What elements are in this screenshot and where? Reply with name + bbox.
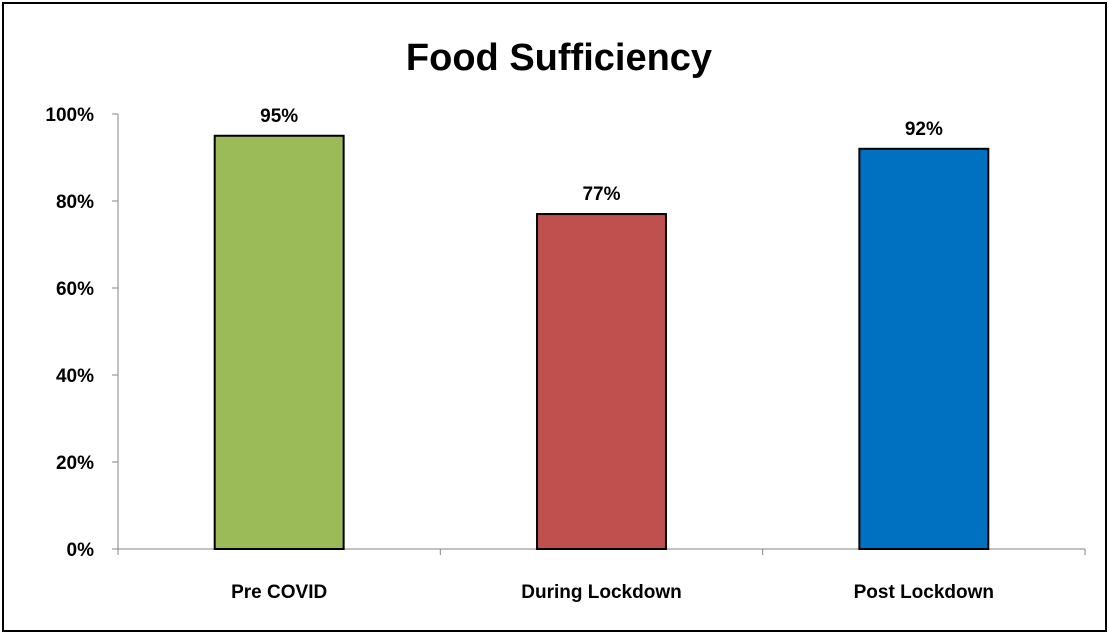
y-axis: 0% 20% 40% 60% 80% 100% (45, 105, 119, 561)
data-label: 95% (260, 106, 298, 127)
y-tick-label: 100% (45, 105, 94, 126)
x-category-label: Pre COVID (231, 582, 327, 603)
x-category-label: During Lockdown (521, 582, 681, 603)
data-label: 92% (905, 119, 943, 140)
chart-title: Food Sufficiency (406, 37, 712, 79)
y-tick-label: 80% (56, 192, 94, 213)
x-axis: Pre COVID During Lockdown Post Lockdown (117, 548, 1086, 603)
y-tick-label: 20% (56, 453, 94, 474)
bar (858, 147, 990, 551)
y-tick-label: 40% (56, 366, 94, 387)
bar (213, 134, 345, 550)
x-category-label: Post Lockdown (854, 582, 994, 603)
data-labels: 95% 77% 92% (260, 106, 943, 205)
y-tick-label: 0% (67, 540, 95, 561)
bars (213, 134, 990, 551)
y-tick-label: 60% (56, 279, 94, 300)
bar (536, 213, 667, 551)
data-label: 77% (582, 184, 620, 205)
